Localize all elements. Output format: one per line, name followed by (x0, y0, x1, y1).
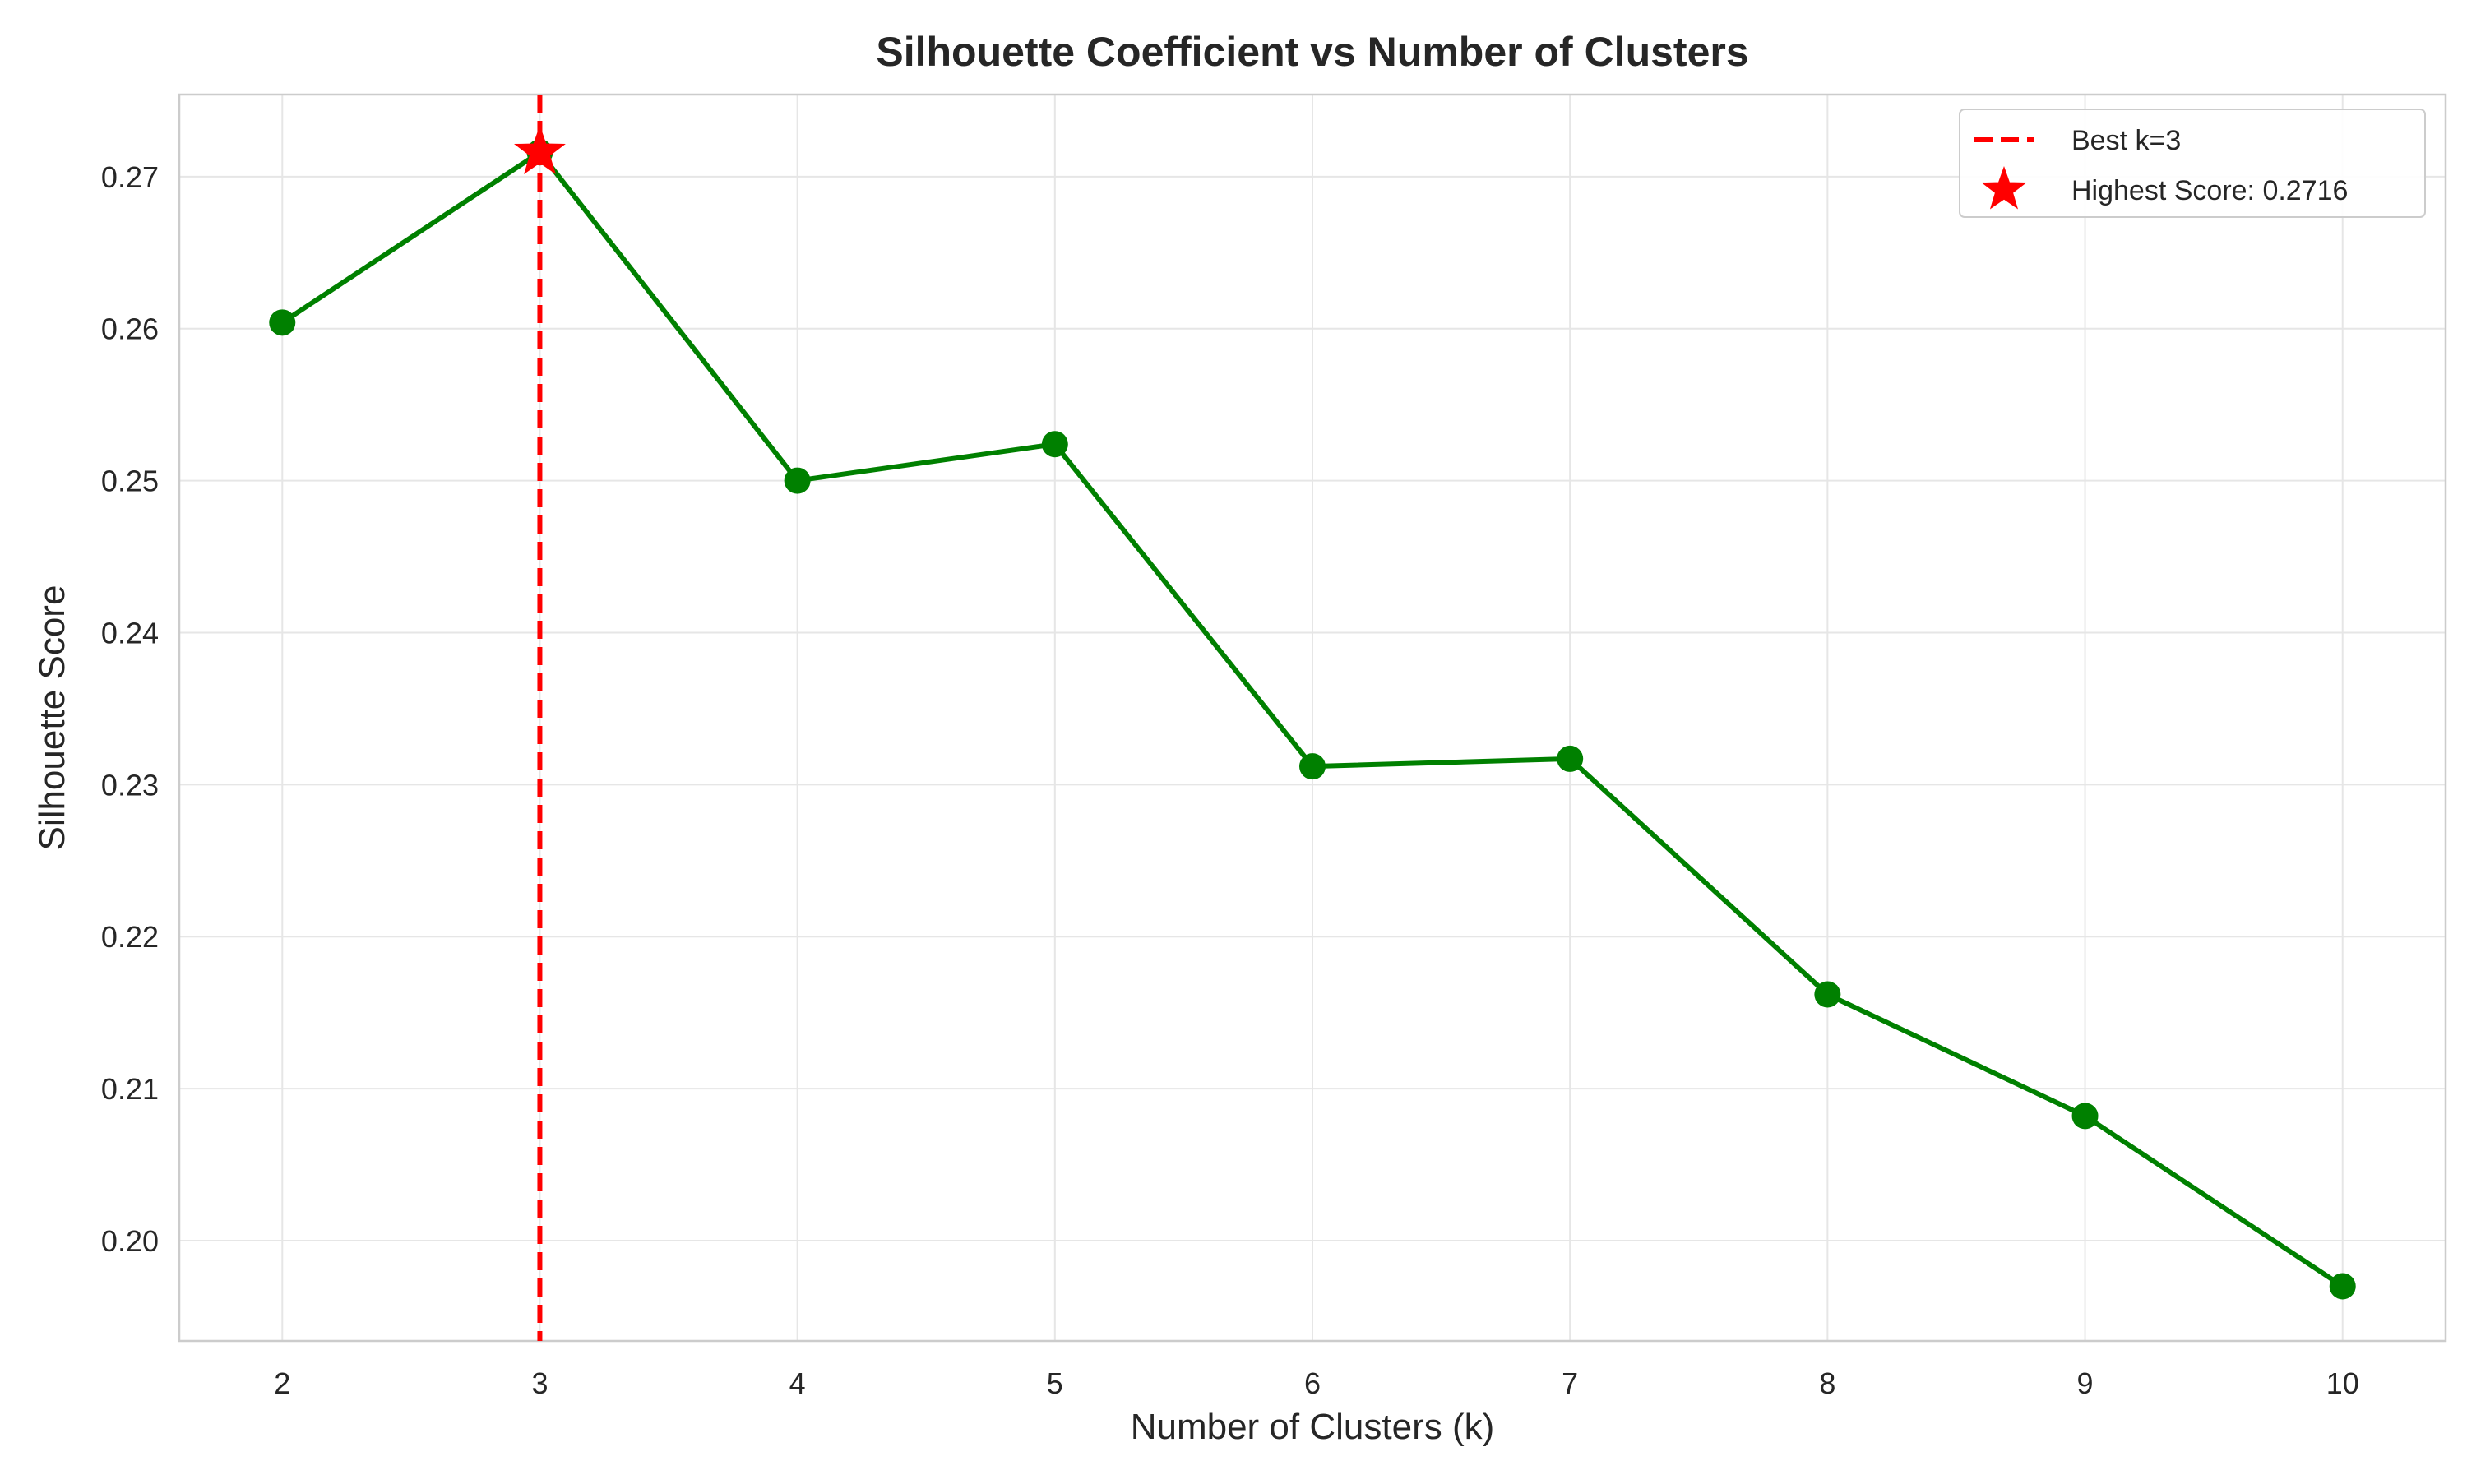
x-tick-label: 3 (531, 1366, 548, 1400)
y-tick-label: 0.20 (101, 1224, 159, 1258)
y-tick-label: 0.22 (101, 920, 159, 954)
legend-box (1959, 109, 2426, 218)
data-point (2071, 1103, 2099, 1130)
x-tick-label: 2 (274, 1366, 290, 1400)
highest-score-star (514, 125, 566, 174)
legend-label-highest-score: Highest Score: 0.2716 (2071, 175, 2348, 206)
chart-title: Silhouette Coefficient vs Number of Clus… (876, 29, 1748, 75)
plot-frame (178, 93, 2447, 1343)
x-tick-label: 6 (1304, 1366, 1321, 1400)
x-tick-label: 5 (1047, 1366, 1063, 1400)
data-point (1299, 753, 1326, 780)
data-point (269, 309, 296, 336)
data-point (1041, 431, 1068, 458)
x-axis-label: Number of Clusters (k) (1131, 1407, 1495, 1447)
x-tick-label: 7 (1562, 1366, 1578, 1400)
legend: Best k=3 Highest Score: 0.2716 (1959, 109, 2426, 218)
x-tick-label: 8 (1819, 1366, 1835, 1400)
y-tick-label: 0.24 (101, 616, 159, 650)
y-tick-label: 0.26 (101, 312, 159, 346)
legend-label-best-k: Best k=3 (2071, 125, 2181, 156)
x-tick-label: 10 (2326, 1366, 2359, 1400)
data-point (1557, 745, 1584, 772)
data-point (1814, 981, 1841, 1008)
x-tick-label: 4 (789, 1366, 806, 1400)
data-point (784, 467, 811, 494)
y-tick-label: 0.23 (101, 768, 159, 802)
y-axis-label: Silhouette Score (32, 585, 72, 851)
plot-area: 2 3 4 5 6 7 8 9 10 0.20 0.21 0.22 0.23 0.24 0.25 0.26 0.… (101, 93, 2447, 1400)
y-tick-label: 0.27 (101, 160, 159, 194)
y-tick-label: 0.21 (101, 1072, 159, 1106)
y-tick-label: 0.25 (101, 465, 159, 498)
x-tick-label: 9 (2077, 1366, 2094, 1400)
data-point (2329, 1273, 2356, 1300)
legend-star-swatch (1981, 165, 2027, 210)
